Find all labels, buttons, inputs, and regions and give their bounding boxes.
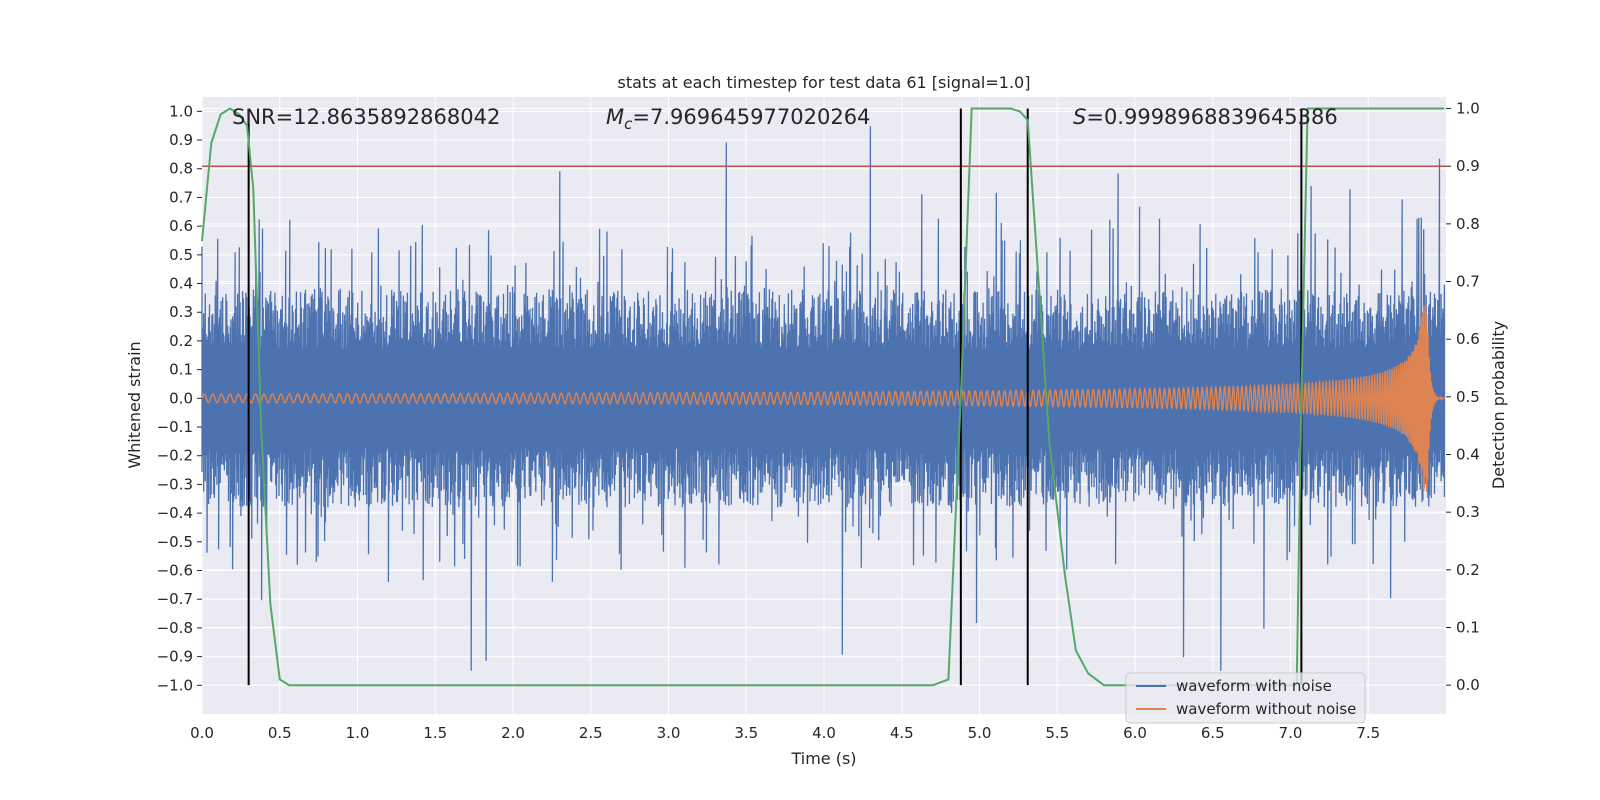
statistic-symbol: S xyxy=(1073,105,1086,129)
x-axis: 0.0 0.5 1.0 1.5 2.0 2.5 3.0 3.5 4.0 4.5 5.0 5.5 6.0 6… xyxy=(190,724,1380,742)
y-tick-label: 0.2 xyxy=(169,332,193,350)
y-right-tick-label: 0.8 xyxy=(1456,215,1480,233)
y-tick-label: −0.7 xyxy=(157,590,193,608)
x-axis-label: Time (s) xyxy=(790,749,856,768)
x-tick-label: 5.5 xyxy=(1045,724,1069,742)
y-tick-label: −0.3 xyxy=(157,475,193,493)
y-right-tick-label: 0.1 xyxy=(1456,619,1480,637)
y-right-tick-label: 1.0 xyxy=(1456,100,1480,118)
x-tick-label: 1.5 xyxy=(423,724,447,742)
x-tick-label: 3.5 xyxy=(734,724,758,742)
x-tick-label: 4.0 xyxy=(812,724,836,742)
statistic-value: =0.9998968839645386 xyxy=(1086,105,1337,129)
y-tick-label: 0.0 xyxy=(169,389,193,407)
y-axis-left: 1.0 0.9 0.8 0.7 0.6 0.5 0.4 0.3 0.2 0.1 0.0 −0.1 −0.… xyxy=(157,102,202,694)
x-tick-label: 0.0 xyxy=(190,724,214,742)
y-tick-label: 0.6 xyxy=(169,217,193,235)
x-tick-label: 6.5 xyxy=(1201,724,1225,742)
legend-label-clean: waveform without noise xyxy=(1176,700,1356,718)
x-tick-label: 4.5 xyxy=(890,724,914,742)
x-tick-label: 5.0 xyxy=(968,724,992,742)
y-right-tick-label: 0.2 xyxy=(1456,561,1480,579)
y-right-tick-label: 0.4 xyxy=(1456,446,1480,464)
chirp-mass-annotation: Mc=7.969645977020264 xyxy=(606,105,870,133)
y-right-tick-label: 0.0 xyxy=(1456,676,1480,694)
x-tick-label: 6.0 xyxy=(1123,724,1147,742)
y-tick-label: 0.5 xyxy=(169,246,193,264)
series-waveform-with-noise xyxy=(201,126,1446,671)
y-axis-right: 1.0 0.9 0.8 0.7 0.6 0.5 0.4 0.3 0.2 0.1 0.0 xyxy=(1446,100,1480,694)
y-axis-right-label: Detection probability xyxy=(1489,321,1508,489)
x-tick-label: 7.0 xyxy=(1279,724,1303,742)
x-tick-label: 7.5 xyxy=(1356,724,1380,742)
y-tick-label: 0.9 xyxy=(169,131,193,149)
x-tick-label: 2.0 xyxy=(501,724,525,742)
x-tick-label: 3.0 xyxy=(657,724,681,742)
y-right-tick-label: 0.5 xyxy=(1456,388,1480,406)
y-tick-label: −0.4 xyxy=(157,504,193,522)
chirp-mass-value: =7.969645977020264 xyxy=(632,105,870,129)
y-axis-label: Whitened strain xyxy=(125,341,144,468)
legend-box xyxy=(1125,672,1366,724)
y-right-tick-label: 0.6 xyxy=(1456,330,1480,348)
x-tick-label: 1.0 xyxy=(346,724,370,742)
y-tick-label: −0.6 xyxy=(157,562,193,580)
series-waveform-without-noise xyxy=(201,305,1445,493)
y-right-tick-label: 0.7 xyxy=(1456,273,1480,291)
y-tick-label: −0.9 xyxy=(157,648,193,666)
detection-statistic-annotation: S=0.9998968839645386 xyxy=(1073,105,1338,129)
x-tick-label: 2.5 xyxy=(579,724,603,742)
chirp-mass-subscript: c xyxy=(624,115,633,133)
y-tick-label: 0.4 xyxy=(169,275,193,293)
y-right-tick-label: 0.3 xyxy=(1456,503,1480,521)
legend-label-noise: waveform with noise xyxy=(1176,677,1332,695)
y-tick-label: 0.7 xyxy=(169,188,193,206)
y-tick-label: −0.2 xyxy=(157,447,193,465)
x-tick-label: 0.5 xyxy=(268,724,292,742)
legend: waveform with noise waveform without noi… xyxy=(1125,672,1366,724)
chart-title: stats at each timestep for test data 61 … xyxy=(618,73,1031,92)
y-tick-label: −0.8 xyxy=(157,619,193,637)
y-tick-label: 0.1 xyxy=(169,361,193,379)
y-tick-label: −1.0 xyxy=(157,676,193,694)
y-right-tick-label: 0.9 xyxy=(1456,157,1480,175)
y-tick-label: 0.3 xyxy=(169,303,193,321)
y-tick-label: 0.8 xyxy=(169,160,193,178)
chirp-mass-symbol: M xyxy=(606,105,624,129)
snr-annotation: SNR=12.8635892868042 xyxy=(232,105,500,129)
y-tick-label: −0.1 xyxy=(157,418,193,436)
y-tick-label: 1.0 xyxy=(169,102,193,120)
y-tick-label: −0.5 xyxy=(157,533,193,551)
